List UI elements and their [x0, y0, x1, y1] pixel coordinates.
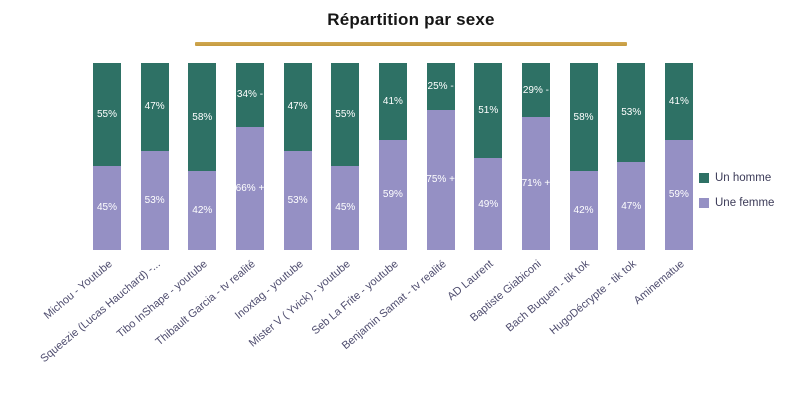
x-axis-label: Thibault Garcia - tv realité: [153, 258, 258, 349]
title-underline-accent: [195, 42, 627, 46]
chart-title: Répartition par sexe: [327, 10, 495, 29]
stacked-bar: 41% 59%: [664, 63, 693, 250]
legend-item-femme: Une femme: [699, 197, 774, 209]
bar-segment-homme: 55%: [331, 63, 360, 166]
bar-segment-homme: 53%: [617, 63, 646, 163]
x-axis-label: Benjamin Samat - tv realité: [339, 258, 449, 353]
x-axis-label: Aminematue: [631, 258, 687, 307]
legend-swatch-femme: [699, 198, 709, 208]
stacked-bar: 58% 42%: [188, 63, 217, 250]
stacked-bar: 47% 53%: [140, 63, 169, 250]
x-axis-label: Tibo InShape - youtube: [115, 258, 211, 341]
x-axis-label: Mister V ( Yvick) - youtube: [247, 258, 354, 350]
x-axis-label: Seb La Frite - youtube: [309, 258, 401, 338]
legend-item-homme: Un homme: [699, 172, 774, 184]
bar-segment-femme: 49%: [474, 158, 503, 250]
stacked-bar: 34% -66% +: [236, 63, 264, 250]
legend: Un homme Une femme: [699, 172, 774, 209]
stacked-bar: 29% -71% +: [522, 63, 550, 250]
x-axis-label: AD Laurent: [445, 258, 497, 303]
legend-label-homme: Un homme: [715, 172, 772, 184]
bar-segment-femme: 66% +: [236, 126, 264, 250]
stacked-bar: 53% 47%: [617, 63, 646, 250]
legend-swatch-homme: [699, 173, 709, 183]
bar-segment-femme: 71% +: [522, 117, 550, 250]
x-axis-label: Michou - Youtube: [41, 258, 115, 322]
bar-segment-femme: 47%: [617, 162, 646, 250]
bar-segment-homme: 47%: [140, 63, 169, 151]
bar-segment-homme: 29% -: [521, 63, 550, 118]
stacked-bar: 58% 42%: [569, 63, 598, 250]
bar-segment-femme: 59%: [664, 139, 693, 250]
bar-segment-femme: 45%: [331, 165, 360, 250]
x-axis-label: Inoxtag - youtube: [232, 258, 306, 322]
stacked-bar: 55% 45%: [93, 63, 121, 250]
stacked-bar: 51% 49%: [474, 63, 503, 250]
bar-segment-homme: 58%: [188, 63, 217, 172]
bar-segment-femme: 42%: [188, 171, 217, 250]
x-axis-label: Squeezie (Lucas Hauchard) -...: [38, 258, 163, 366]
stacked-bar: 25% -75% +: [426, 63, 455, 250]
stacked-bar: 55% 45%: [331, 63, 360, 250]
bar-segment-homme: 51%: [474, 63, 503, 159]
bar-segment-homme: 25% -: [426, 63, 455, 110]
bar-segment-femme: 42%: [569, 171, 598, 250]
bar-segment-femme: 75% +: [426, 109, 455, 250]
x-axis-label: Bach Buquen - tik tok: [503, 258, 592, 335]
plot-area: 55% 45% 47% 53% 58% 42% 34% -66% +47% 53% 55% 45%…: [93, 63, 693, 250]
bar-segment-femme: 59%: [378, 139, 407, 250]
bar-segment-homme: 55%: [93, 63, 121, 166]
bar-segment-homme: 58%: [569, 63, 598, 172]
legend-label-femme: Une femme: [715, 197, 775, 209]
stacked-bar: 41% 59%: [378, 63, 407, 250]
x-axis-label: Baptiste Giabiconi: [468, 258, 544, 325]
bar-segment-femme: 53%: [140, 150, 169, 250]
stacked-bar: 47% 53%: [283, 63, 312, 250]
x-axis-label: HugoDécrypte - tik tok: [547, 258, 640, 338]
bar-segment-femme: 53%: [283, 150, 312, 250]
bar-segment-homme: 47%: [283, 63, 312, 151]
bar-segment-homme: 34% -: [235, 63, 264, 127]
bar-segment-femme: 45%: [93, 165, 121, 250]
bar-segment-homme: 41%: [664, 63, 693, 140]
bar-segment-homme: 41%: [378, 63, 407, 140]
